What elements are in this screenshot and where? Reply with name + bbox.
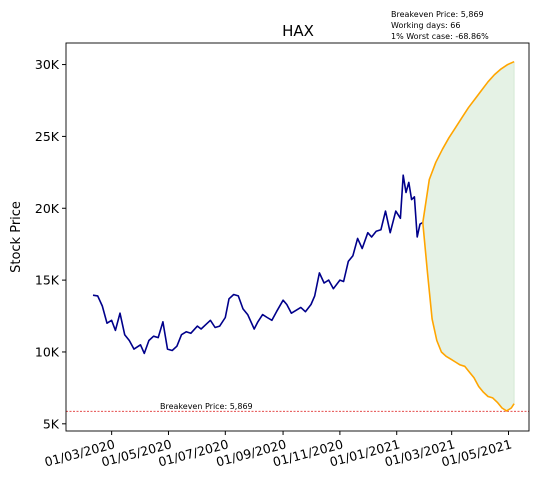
info-line-worst-case: 1% Worst case: -68.86% bbox=[391, 32, 489, 41]
y-axis: 5K 10K 15K 20K 25K 30K bbox=[35, 57, 66, 431]
history-line bbox=[92, 174, 424, 355]
plot-frame bbox=[65, 42, 530, 432]
y-tick-label: 15K bbox=[35, 273, 60, 288]
y-tick-label: 5K bbox=[43, 416, 60, 431]
chart-title: HAX bbox=[282, 22, 314, 40]
y-tick-label: 10K bbox=[35, 344, 60, 359]
y-tick-label: 25K bbox=[35, 129, 60, 144]
breakeven-label: Breakeven Price: 5,869 bbox=[160, 402, 253, 411]
y-tick-label: 20K bbox=[35, 201, 60, 216]
x-axis: 01/03/202001/05/202001/07/202001/09/2020… bbox=[43, 431, 513, 470]
info-line-working-days: Working days: 66 bbox=[391, 21, 460, 30]
chart-layers bbox=[66, 60, 529, 412]
y-axis-label: Stock Price bbox=[9, 201, 24, 273]
y-tick-label: 30K bbox=[35, 57, 60, 72]
info-line-breakeven: Breakeven Price: 5,869 bbox=[391, 10, 484, 19]
projection-band bbox=[422, 61, 515, 412]
projection-upper-line bbox=[422, 60, 515, 223]
projection-lower-line bbox=[422, 222, 515, 412]
